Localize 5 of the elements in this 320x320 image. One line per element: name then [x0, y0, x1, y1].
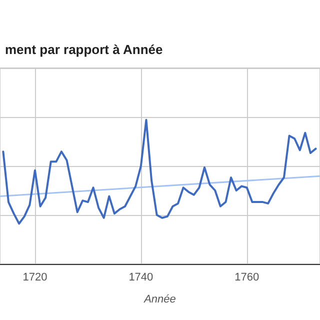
x-tick-label: 1760: [234, 272, 260, 284]
x-axis-title: Année: [143, 294, 176, 306]
x-tick-label: 1740: [128, 272, 154, 284]
chart-title: ment par rapport à Année: [5, 42, 163, 57]
x-tick-label: 1720: [22, 272, 48, 284]
